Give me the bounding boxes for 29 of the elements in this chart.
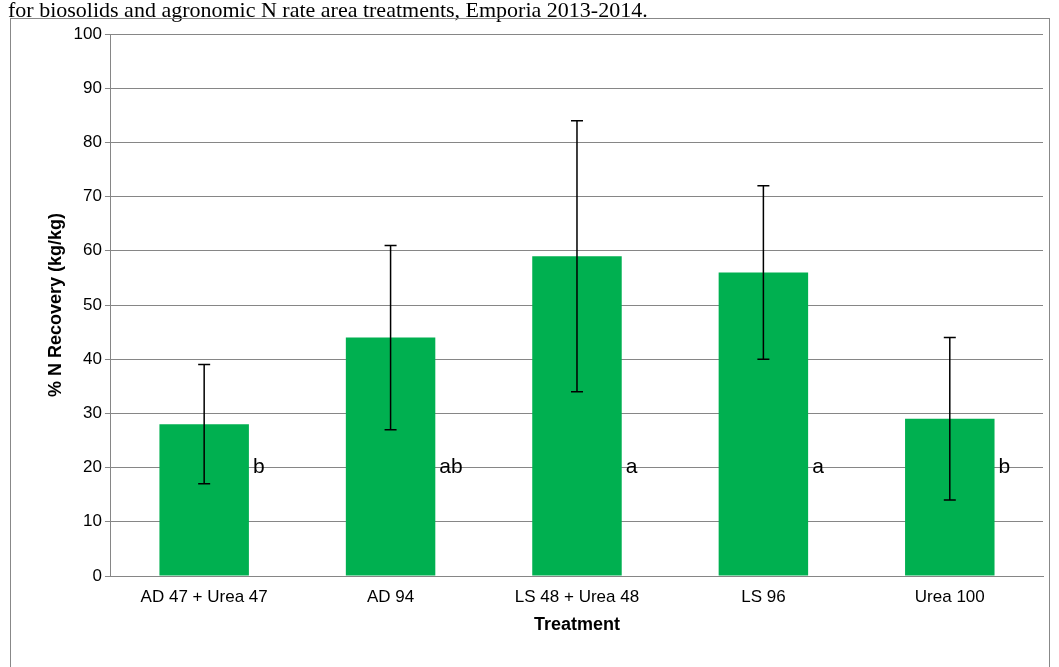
y-tick-label: 20 (83, 457, 102, 477)
x-tick-label: LS 96 (741, 586, 786, 606)
y-tick-label: 100 (73, 23, 102, 43)
x-tick-label: AD 94 (366, 586, 415, 606)
bar (718, 272, 809, 576)
bar (532, 256, 622, 576)
x-axis-title: Treatment (533, 614, 620, 635)
y-tick-label: 0 (92, 565, 102, 585)
x-tick-label: Urea 100 (914, 586, 985, 606)
annotation: ab (439, 454, 463, 478)
y-tick-label: 40 (83, 348, 102, 368)
y-tick-label: 80 (83, 132, 102, 152)
bar (159, 424, 249, 576)
chart-title: for biosolids and agronomic N rate area treatments, Emporia 2013-2014. (8, 0, 648, 23)
y-tick-label: 50 (83, 294, 102, 314)
annotation: a (812, 454, 825, 478)
x-tick-label: AD 47 + Urea 47 (140, 586, 268, 606)
annotation: a (625, 454, 638, 478)
y-tick-label: 60 (83, 240, 102, 260)
bar (345, 337, 436, 576)
y-tick-label: 90 (83, 77, 102, 97)
bar (905, 418, 995, 576)
y-tick-label: 70 (83, 186, 102, 206)
x-tick-label: LS 48 + Urea 48 (514, 586, 640, 606)
y-tick-label: 30 (83, 403, 102, 423)
annotation: b (998, 454, 1011, 478)
y-axis-title: % N Recovery (kg/kg) (44, 212, 65, 398)
y-tick-label: 10 (83, 511, 102, 531)
annotation: b (252, 454, 265, 478)
